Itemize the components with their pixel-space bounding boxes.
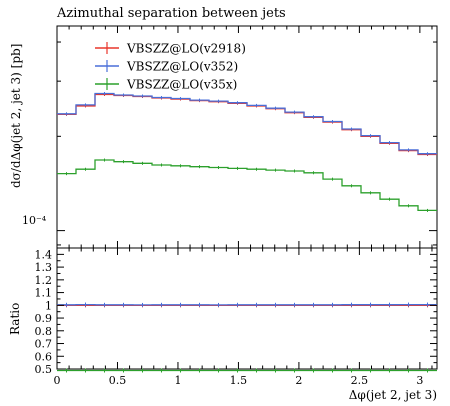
main-y-tick-label: 10⁻⁴ xyxy=(22,214,47,227)
ratio-plot-frame xyxy=(56,247,438,370)
x-tick-label: 1 xyxy=(174,374,181,387)
main-series-line-2 xyxy=(57,92,437,155)
ratio-y-tick-label: 1.1 xyxy=(35,287,53,300)
main-y-axis-label: dσ/dΔφ(jet 2, jet 3) [pb] xyxy=(9,44,23,188)
ratio-y-axis-label: Ratio xyxy=(8,303,22,335)
main-series-group xyxy=(57,91,437,212)
x-tick-label: 1.5 xyxy=(230,374,248,387)
x-axis-label: Δφ(jet 2, jet 3) xyxy=(349,388,437,402)
x-tick-label: 0 xyxy=(54,374,61,387)
x-tick-label: 2 xyxy=(295,374,302,387)
main-series-line-3 xyxy=(57,159,437,212)
x-tick-label: 2.5 xyxy=(351,374,369,387)
ratio-y-tick-label: 1.2 xyxy=(35,274,53,287)
ratio-y-tick-label: 1 xyxy=(45,299,52,312)
ratio-y-ticks: 0.50.60.70.80.911.11.21.31.4 xyxy=(35,248,437,376)
legend-label-1: VBSZZ@LO(v2918) xyxy=(126,42,246,56)
legend: VBSZZ@LO(v2918) VBSZZ@LO(v352) VBSZZ@LO(v3… xyxy=(95,42,246,92)
legend-label-2: VBSZZ@LO(v352) xyxy=(126,60,238,74)
ratio-y-tick-label: 0.6 xyxy=(35,350,53,363)
ratio-y-tick-label: 1.4 xyxy=(35,248,53,261)
ratio-y-tick-label: 0.9 xyxy=(35,312,53,325)
ratio-y-tick-label: 0.7 xyxy=(35,338,53,351)
ratio-y-tick-label: 1.3 xyxy=(35,261,53,274)
x-tick-label: 3 xyxy=(416,374,423,387)
legend-label-3: VBSZZ@LO(v35x) xyxy=(126,78,237,92)
ratio-series-group xyxy=(57,302,437,373)
ratio-plot-panel: 0.50.60.70.80.911.11.21.31.4 0 0.5 1 1.5 2 2.… xyxy=(8,247,438,402)
x-tick-label: 0.5 xyxy=(109,374,127,387)
main-plot-panel: 10⁻⁴ dσ/dΔφ(jet 2, jet 3) [pb] xyxy=(9,25,438,249)
ratio-x-ticks: 0 0.5 1 1.5 2 2.5 3 xyxy=(54,248,433,387)
main-y-ticks xyxy=(56,26,437,248)
chart-title: Azimuthal separation between jets xyxy=(56,6,286,21)
ratio-y-tick-label: 0.5 xyxy=(35,363,53,376)
ratio-y-tick-label: 0.8 xyxy=(35,325,53,338)
